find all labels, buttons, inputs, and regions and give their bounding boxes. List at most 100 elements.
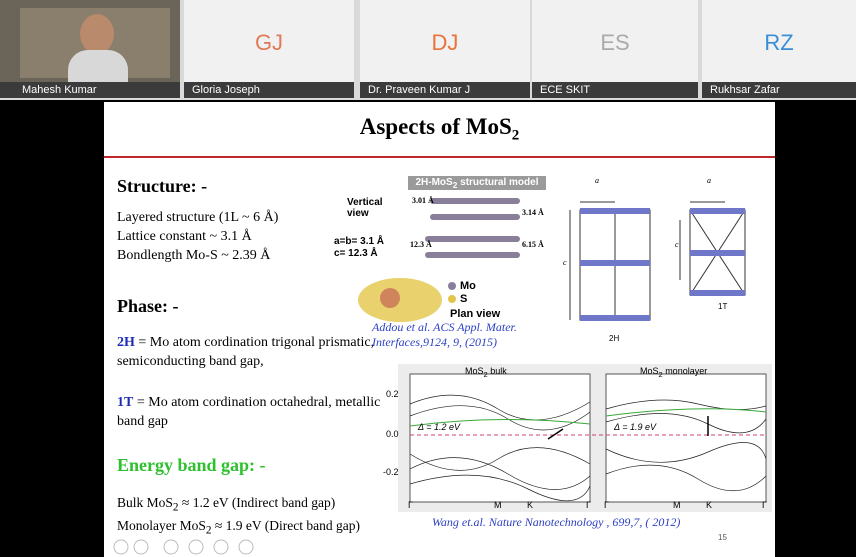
kpoint: M: [673, 500, 681, 510]
participant-tile: ES ECE SKIT: [532, 0, 698, 98]
title-rule: [104, 156, 775, 158]
figure-title: 2H-MoS2 structural model: [408, 176, 546, 190]
dimension: 6.15 Å: [522, 240, 544, 249]
text: = Mo atom cordination octahedral, metall…: [117, 395, 380, 429]
rect: [690, 250, 745, 256]
legend-s: [448, 295, 456, 303]
participant-name: Mahesh Kumar: [0, 82, 180, 98]
text: Layered structure (1L ~ 6 Å): [117, 210, 278, 226]
kpoint: Γ: [586, 500, 591, 510]
rect: [410, 374, 590, 502]
band-figure: [398, 364, 772, 512]
person: [68, 50, 128, 82]
text: 2H-MoS: [415, 177, 452, 188]
heading: Structure: -: [117, 176, 207, 197]
participant-tile: DJ Dr. Praveen Kumar J: [360, 0, 530, 98]
initials: DJ: [360, 30, 530, 56]
tick-label: 0.2: [386, 389, 399, 399]
text: MoS: [640, 366, 659, 376]
toolbar-icons[interactable]: [114, 540, 253, 554]
text: MoS: [465, 366, 484, 376]
legend-label: Mo: [460, 280, 476, 292]
participant-name: ECE SKIT: [532, 82, 698, 98]
participant-name: Dr. Praveen Kumar J: [360, 82, 530, 98]
text: structural model: [457, 177, 538, 188]
text: bulk: [488, 366, 507, 376]
circle: [114, 540, 128, 554]
circle: [214, 540, 228, 554]
citation: Wang et.al. Nature Nanotechnology , 699,…: [432, 515, 680, 530]
rect: [430, 198, 520, 204]
label: 1T: [117, 395, 133, 410]
panel-title: MoS2 monolayer: [640, 366, 707, 379]
slide-title: Aspects of MoS2: [104, 114, 775, 145]
heading: Phase: -: [117, 296, 179, 317]
rect: [430, 214, 520, 220]
participant-name: Gloria Joseph: [184, 82, 354, 98]
dimension: 3.01 Å: [412, 196, 434, 205]
tick-label: -0.2: [383, 467, 399, 477]
legend-label: S: [460, 293, 467, 305]
text: monolayer: [663, 366, 708, 376]
initials: RZ: [702, 30, 856, 56]
video-tile: Mahesh Kumar: [0, 0, 180, 98]
kpoint: M: [494, 500, 502, 510]
text: Bulk MoS: [117, 495, 173, 510]
circle: [134, 540, 148, 554]
text: 1T = Mo atom cordination octahedral, met…: [117, 393, 397, 431]
label: Plan view: [450, 308, 500, 320]
label: 2H: [609, 334, 619, 343]
rect: [690, 208, 745, 214]
slide-toolbar[interactable]: [112, 538, 262, 556]
circle: [189, 540, 203, 554]
tick-label: 0.0: [386, 429, 399, 439]
text: Bulk MoS2 ≈ 1.2 eV (Indirect band gap)Mo…: [117, 494, 397, 539]
text: ≈ 1.2 eV (Indirect band gap): [179, 495, 336, 510]
initials: GJ: [184, 30, 354, 56]
atom-rows: [425, 198, 520, 258]
crystal-1t: [680, 202, 745, 295]
ellipse: [358, 278, 442, 322]
text: Monolayer MoS: [117, 518, 206, 533]
rect: [606, 374, 766, 502]
label: a: [595, 176, 599, 185]
kpoint: Γ: [604, 500, 609, 510]
person: [80, 14, 114, 54]
screen: Mahesh Kumar GJ Gloria Joseph DJ Dr. Prave…: [0, 0, 856, 557]
highlight: [380, 288, 400, 308]
text: Lattice constant ~ 3.1 Å: [117, 229, 252, 245]
rect: [580, 315, 650, 321]
heading: Energy band gap: -: [117, 455, 266, 476]
label: Vertical view: [347, 197, 397, 219]
rect: [580, 208, 650, 214]
citation: Addou et al. ACS Appl. Mater. Interfaces…: [372, 320, 572, 350]
label: a=b= 3.1 Å: [334, 236, 384, 247]
subscript: 2: [512, 128, 520, 144]
label: 1T: [718, 302, 727, 311]
rect: [580, 260, 650, 266]
label: 2H: [117, 335, 135, 350]
text: ≈ 1.9 eV (Direct band gap): [212, 518, 361, 533]
label: a: [707, 176, 711, 185]
participant-tile: GJ Gloria Joseph: [184, 0, 354, 98]
kpoint: Γ: [762, 500, 767, 510]
gap-label: Δ = 1.2 eV: [418, 422, 460, 432]
page-number: 15: [718, 533, 727, 542]
rect: [690, 290, 745, 296]
text: Aspects of MoS: [360, 114, 512, 139]
gap-label: Δ = 1.9 eV: [614, 422, 656, 432]
label: c= 12.3 Å: [334, 248, 378, 259]
dimension: 12.3 Å: [410, 240, 432, 249]
label: c: [675, 240, 679, 249]
kpoint: Γ: [408, 500, 413, 510]
initials: ES: [532, 30, 698, 56]
kpoint: K: [527, 500, 533, 510]
circle: [164, 540, 178, 554]
text: Bondlength Mo-S ~ 2.39 Å: [117, 248, 270, 264]
label: c: [563, 258, 567, 267]
participant-name: Rukhsar Zafar: [702, 82, 856, 98]
rect: [425, 236, 520, 242]
dimension: 3.14 Å: [522, 208, 544, 217]
plan-atoms: [358, 278, 442, 322]
legend-mo: [448, 282, 456, 290]
